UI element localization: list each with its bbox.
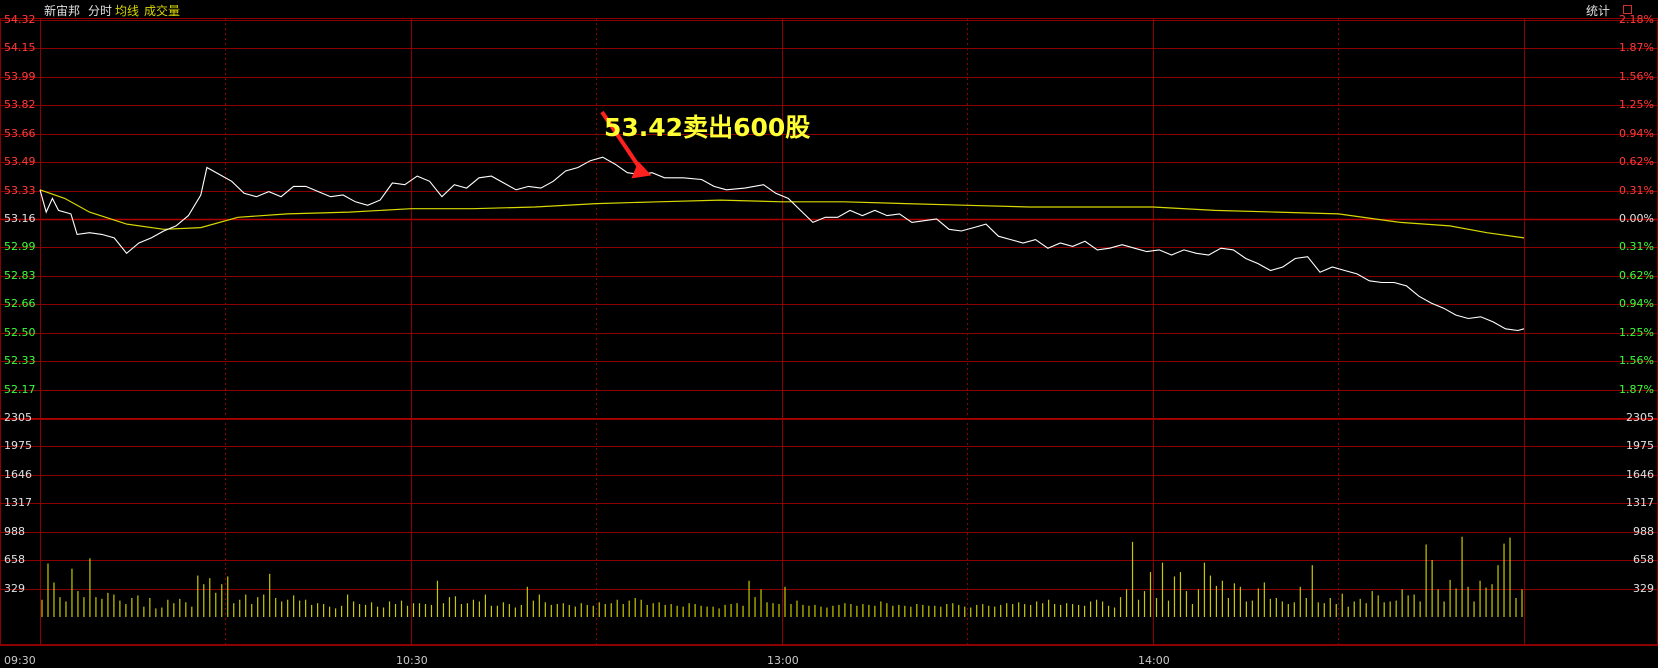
pct-tick-label: 2.18% [1619, 13, 1654, 26]
avg-line-legend[interactable]: 均线 [115, 4, 140, 18]
volume-tick-label: 1317 [1626, 496, 1654, 510]
pct-tick-label: 1.56% [1619, 354, 1654, 368]
price-tick-label: 53.33 [4, 183, 36, 197]
pct-tick-label: 0.94% [1619, 297, 1654, 311]
price-tick-label: 52.17 [4, 382, 36, 396]
price-tick-label: 53.16 [4, 212, 36, 225]
price-tick-label: 52.99 [4, 240, 36, 254]
price-tick-label: 52.83 [4, 268, 36, 282]
volume-tick-label: 1317 [4, 496, 32, 510]
price-tick-label: 54.32 [4, 13, 36, 26]
maximize-icon[interactable] [1623, 5, 1632, 14]
volume-tick-label: 1646 [4, 467, 32, 481]
pct-tick-label: 1.25% [1619, 325, 1654, 339]
time-tick-label: 09:30 [4, 654, 36, 667]
pct-tick-label: 1.56% [1619, 69, 1654, 83]
volume-tick-label: 2305 [4, 411, 32, 424]
price-tick-label: 52.33 [4, 354, 36, 368]
annotation-arrow-head [631, 161, 652, 179]
volume-tick-label: 2305 [1626, 411, 1654, 424]
price-tick-label: 52.50 [4, 325, 36, 339]
time-tick-label: 13:00 [767, 654, 799, 667]
price-line [39, 156, 1525, 332]
pct-tick-label: 0.31% [1619, 183, 1654, 197]
volume-tick-label: 988 [1633, 524, 1654, 538]
pct-tick-label: 0.62% [1619, 155, 1654, 169]
volume-tick-label: 329 [1633, 581, 1654, 595]
volume-tick-label: 658 [4, 553, 25, 567]
volume-tick-label: 988 [4, 524, 25, 538]
volume-tick-label: 1646 [1626, 467, 1654, 481]
time-tick-label: 14:00 [1138, 654, 1170, 667]
pct-tick-label: 0.31% [1619, 240, 1654, 254]
annotation-arrow-shaft [600, 110, 644, 172]
pct-tick-label: 0.62% [1619, 268, 1654, 282]
pct-tick-label: 0.00% [1619, 212, 1654, 225]
pct-tick-label: 0.94% [1619, 126, 1654, 140]
price-tick-label: 53.66 [4, 126, 36, 140]
volume-tick-label: 658 [1633, 553, 1654, 567]
pct-tick-label: 1.87% [1619, 382, 1654, 396]
volume-tick-label: 329 [4, 581, 25, 595]
time-tick-label: 10:30 [396, 654, 428, 667]
price-tick-label: 52.66 [4, 297, 36, 311]
price-tick-label: 53.49 [4, 155, 36, 169]
pct-tick-label: 1.25% [1619, 98, 1654, 112]
stock-name[interactable]: 新宙邦 [44, 4, 81, 18]
avg-price-line [39, 189, 1525, 239]
price-tick-label: 53.82 [4, 98, 36, 112]
trade-annotation: 53.42卖出600股 [604, 113, 811, 142]
volume-tick-label: 1975 [1626, 439, 1654, 453]
stats-button[interactable]: 统计 [1585, 4, 1610, 18]
mode-label[interactable]: 分时 [88, 4, 113, 18]
price-tick-label: 53.99 [4, 69, 36, 83]
price-tick-label: 54.15 [4, 41, 36, 55]
volume-tick-label: 1975 [4, 439, 32, 453]
pct-tick-label: 1.87% [1619, 41, 1654, 55]
chart-frame [0, 18, 1658, 646]
volume-legend[interactable]: 成交量 [144, 4, 181, 18]
